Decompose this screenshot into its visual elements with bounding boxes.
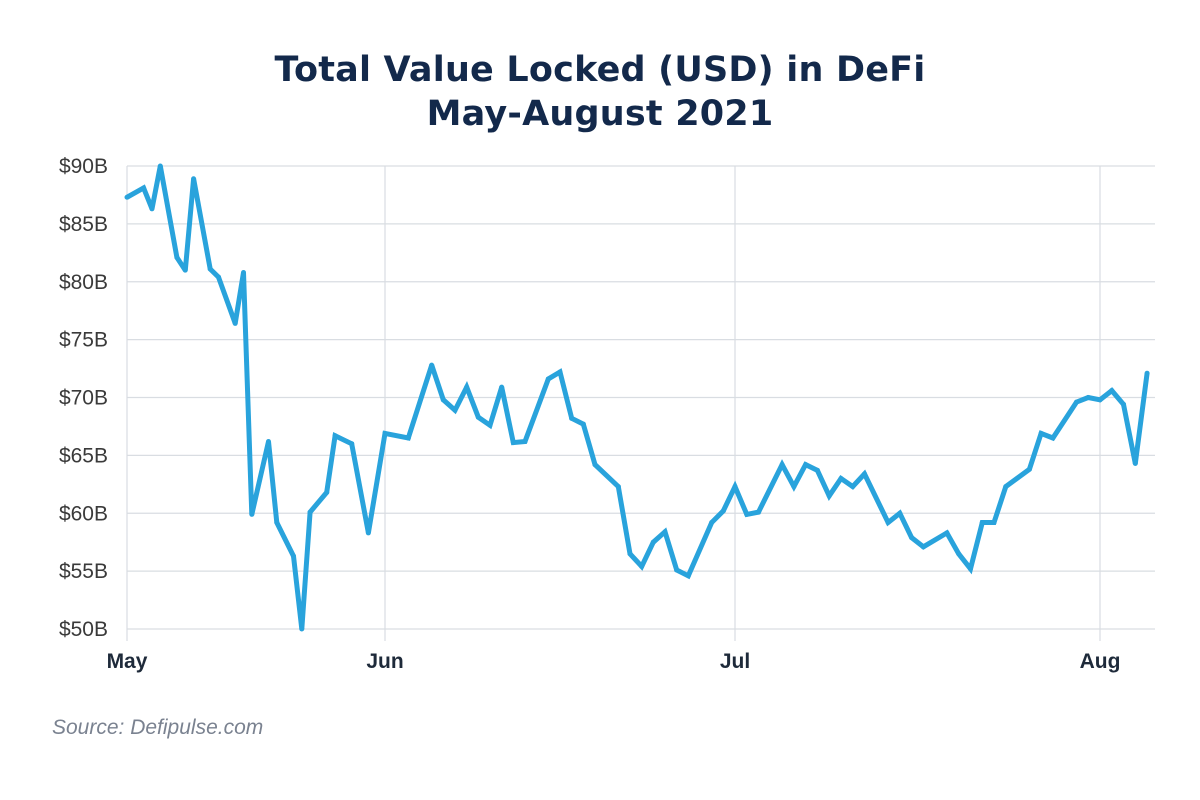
data-point bbox=[685, 573, 691, 579]
y-tick-label: $80B bbox=[59, 271, 108, 294]
data-point bbox=[862, 471, 868, 477]
data-point bbox=[838, 476, 844, 482]
data-point bbox=[592, 462, 598, 468]
data-point bbox=[639, 563, 645, 569]
data-point bbox=[979, 520, 985, 526]
data-point bbox=[265, 438, 271, 444]
data-point bbox=[1109, 388, 1115, 394]
data-point bbox=[141, 185, 147, 191]
data-point bbox=[464, 384, 470, 390]
data-point bbox=[249, 511, 255, 517]
x-tick-label: Jun bbox=[366, 650, 403, 673]
data-point bbox=[569, 415, 575, 421]
y-tick-label: $65B bbox=[59, 444, 108, 467]
data-point bbox=[557, 369, 563, 375]
data-point bbox=[405, 435, 411, 441]
data-point bbox=[241, 269, 247, 275]
grid bbox=[126, 165, 1155, 641]
data-point bbox=[709, 520, 715, 526]
data-point bbox=[991, 520, 997, 526]
data-point bbox=[207, 266, 213, 272]
data-point bbox=[897, 510, 903, 516]
data-point bbox=[956, 551, 962, 557]
data-point bbox=[174, 254, 180, 260]
data-point bbox=[191, 176, 197, 182]
data-point bbox=[232, 320, 238, 326]
data-point bbox=[429, 362, 435, 368]
data-point bbox=[615, 484, 621, 490]
data-point bbox=[157, 163, 163, 169]
data-point bbox=[1038, 430, 1044, 436]
x-tick-label: Jul bbox=[720, 650, 750, 673]
data-point bbox=[487, 422, 493, 428]
data-point bbox=[274, 520, 280, 526]
data-point bbox=[720, 508, 726, 514]
data-point bbox=[826, 493, 832, 499]
chart-subtitle: May-August 2021 bbox=[426, 94, 774, 134]
data-point bbox=[324, 489, 330, 495]
data-point bbox=[967, 566, 973, 572]
chart-title: Total Value Locked (USD) in DeFi bbox=[274, 50, 926, 90]
x-axis: May Jun Jul Aug bbox=[107, 650, 1121, 673]
data-point bbox=[299, 626, 305, 632]
data-point bbox=[510, 440, 516, 446]
data-point bbox=[814, 467, 820, 473]
y-tick-label: $60B bbox=[59, 502, 108, 525]
data-point bbox=[732, 484, 738, 490]
data-point bbox=[1085, 395, 1091, 400]
data-point bbox=[803, 462, 809, 468]
data-point bbox=[290, 553, 296, 559]
data-point bbox=[522, 438, 528, 444]
data-point bbox=[580, 421, 586, 427]
data-point bbox=[124, 194, 130, 200]
data-point bbox=[1050, 435, 1056, 441]
y-axis: $50B $55B $60B $65B $70B $75B $80B $85B $90B bbox=[59, 155, 108, 641]
source-note: Source: Defipulse.com bbox=[52, 716, 264, 739]
data-point bbox=[216, 274, 222, 280]
y-tick-label: $50B bbox=[59, 618, 108, 641]
series bbox=[124, 163, 1150, 632]
data-point bbox=[475, 414, 481, 420]
y-tick-label: $90B bbox=[59, 155, 108, 178]
data-point bbox=[944, 530, 950, 536]
y-tick-label: $55B bbox=[59, 560, 108, 583]
data-point bbox=[499, 384, 505, 390]
data-point bbox=[744, 511, 750, 517]
data-point bbox=[920, 544, 926, 550]
data-point bbox=[545, 376, 551, 382]
data-point bbox=[885, 520, 891, 526]
data-point bbox=[349, 441, 355, 447]
y-tick-label: $75B bbox=[59, 329, 108, 352]
data-point bbox=[791, 484, 797, 490]
y-tick-label: $85B bbox=[59, 213, 108, 236]
data-point bbox=[332, 433, 338, 439]
data-point bbox=[1026, 466, 1032, 472]
data-point bbox=[850, 484, 856, 490]
data-point bbox=[650, 539, 656, 545]
data-point bbox=[779, 462, 785, 468]
data-point bbox=[382, 430, 388, 436]
data-point bbox=[1121, 401, 1127, 407]
data-point bbox=[440, 397, 446, 403]
x-tick-label: Aug bbox=[1080, 650, 1121, 673]
data-point bbox=[307, 509, 313, 515]
y-tick-label: $70B bbox=[59, 387, 108, 410]
data-point bbox=[627, 551, 633, 557]
data-point bbox=[1073, 399, 1079, 405]
data-point bbox=[1144, 370, 1150, 376]
data-point bbox=[909, 535, 915, 541]
data-point bbox=[662, 529, 668, 535]
data-point bbox=[452, 407, 458, 413]
data-point bbox=[182, 267, 188, 273]
data-point bbox=[756, 509, 762, 515]
data-point bbox=[149, 206, 155, 212]
data-point bbox=[1132, 460, 1138, 466]
x-tick-label: May bbox=[107, 650, 148, 673]
data-point bbox=[365, 530, 371, 536]
data-point bbox=[674, 567, 680, 573]
data-point bbox=[1097, 397, 1103, 403]
data-point bbox=[1003, 484, 1009, 490]
